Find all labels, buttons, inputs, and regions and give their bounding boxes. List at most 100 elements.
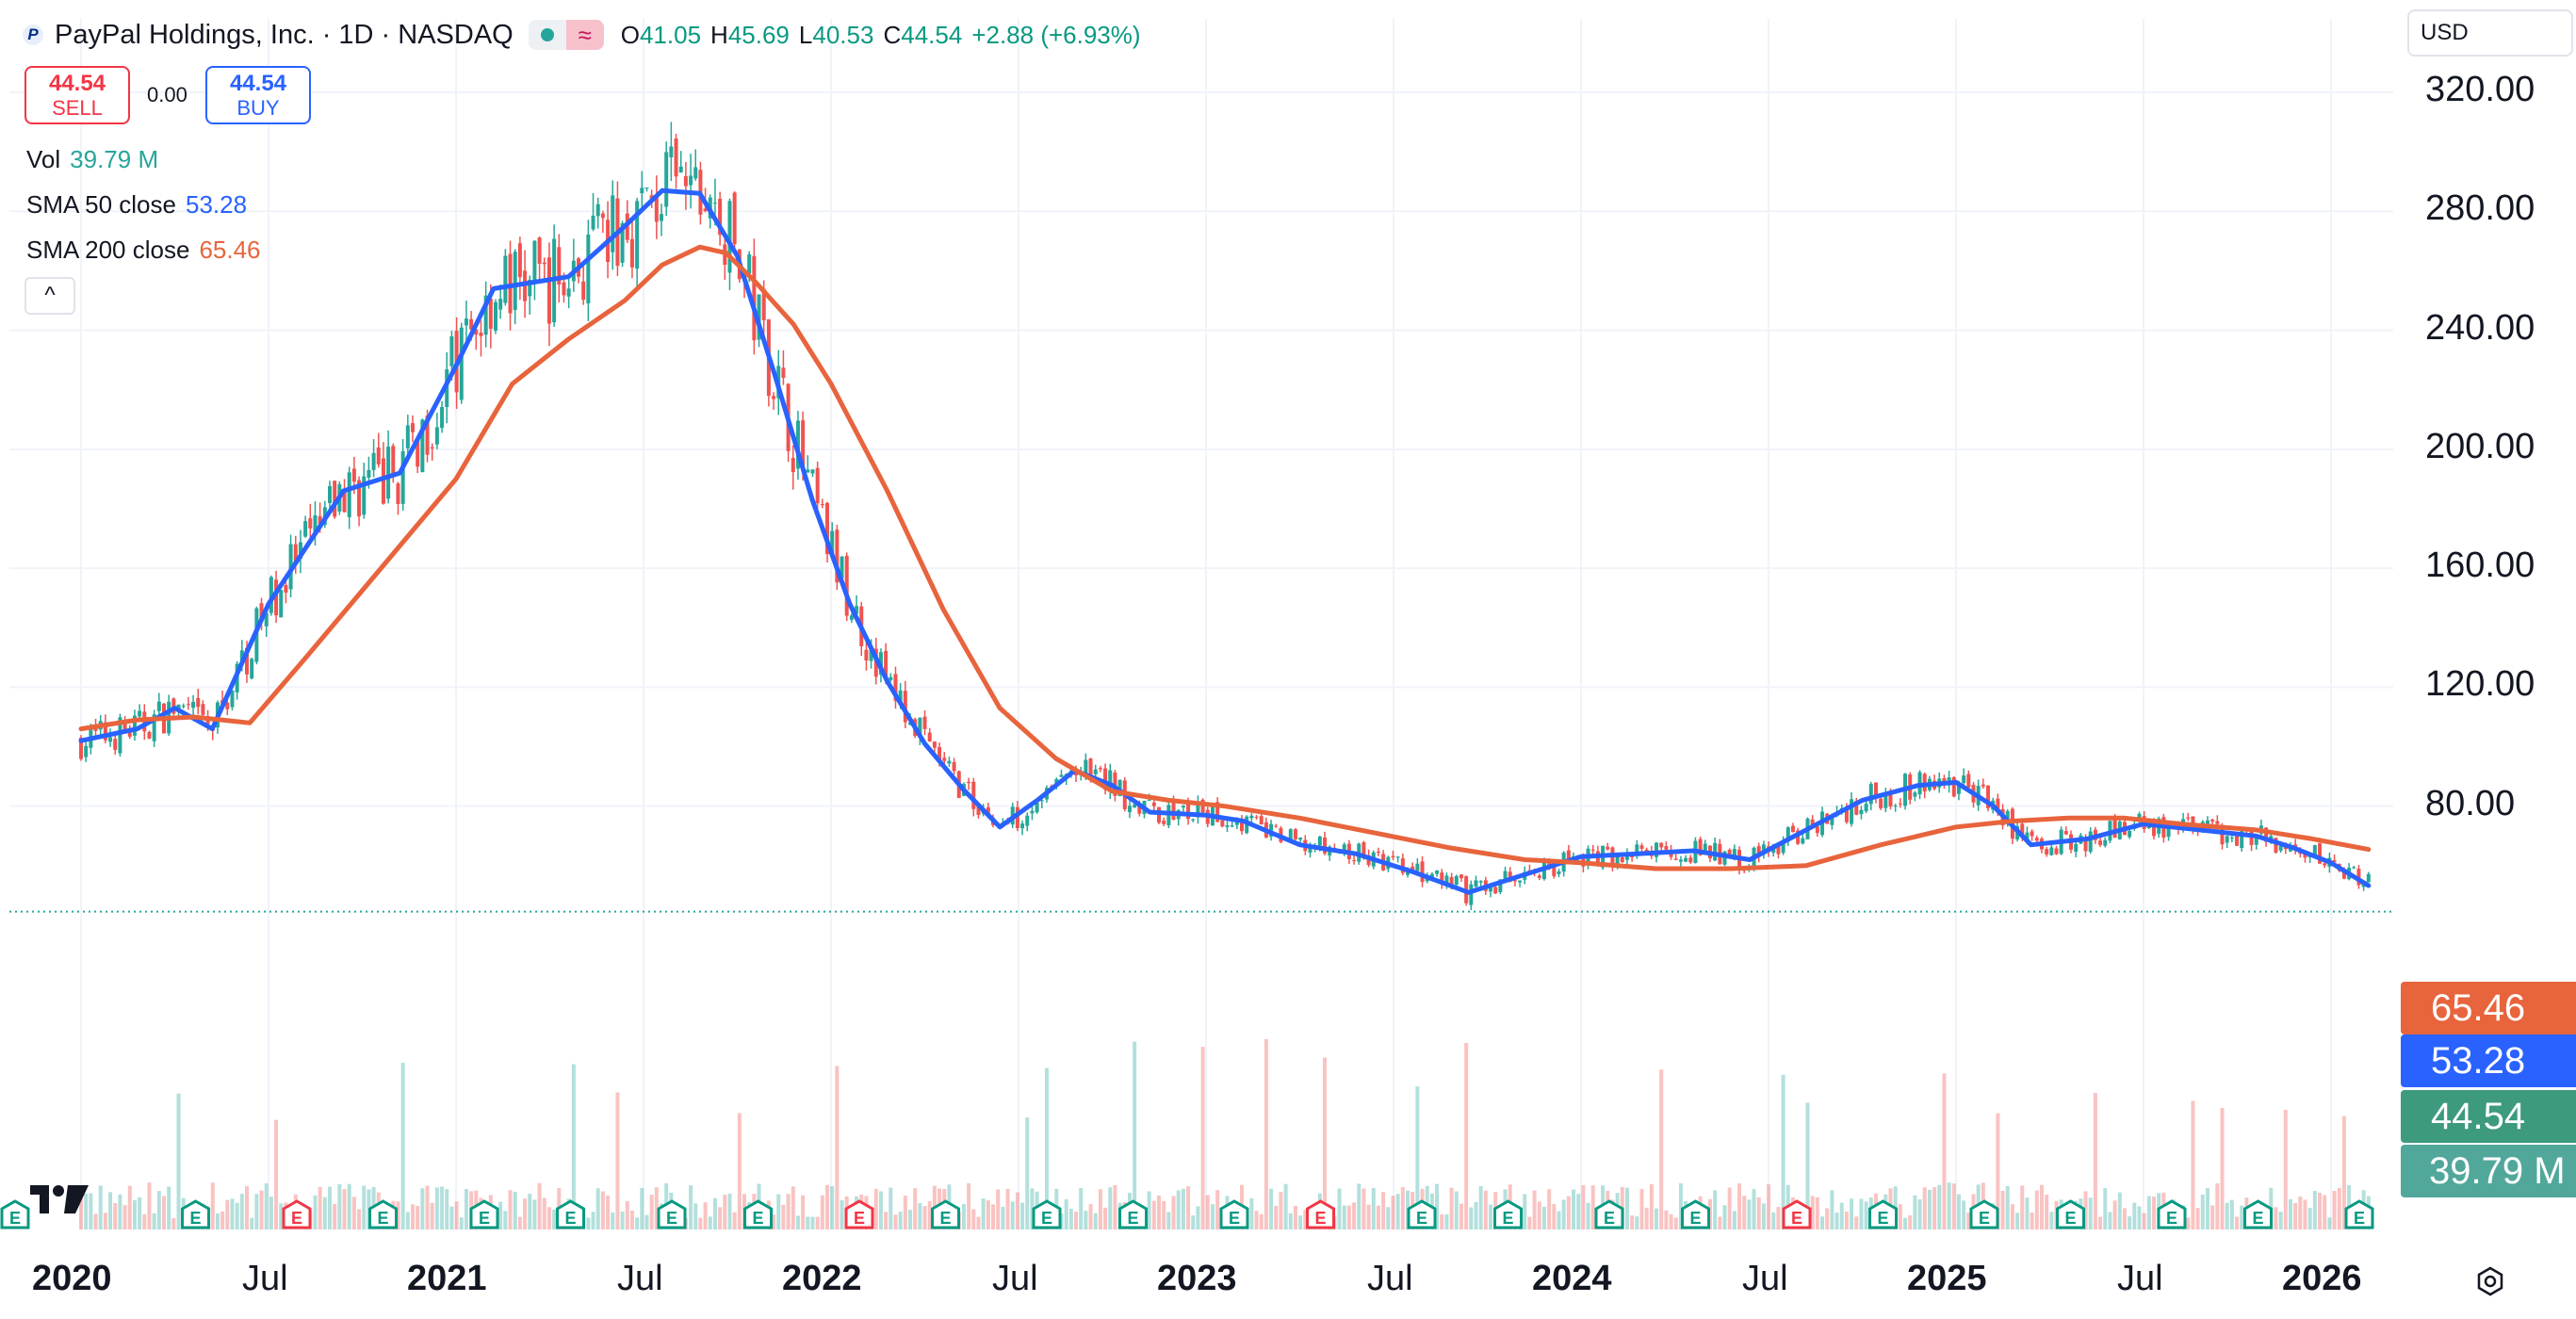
earnings-marker-icon[interactable]: E	[1120, 1201, 1147, 1228]
tradingview-logo-icon[interactable]	[30, 1185, 89, 1217]
candle	[586, 220, 590, 321]
volume-bar	[709, 1216, 712, 1229]
candle	[1679, 856, 1683, 867]
legend-sma200[interactable]: SMA 200 close 65.46	[26, 236, 261, 265]
candle	[596, 198, 600, 229]
volume-bar	[971, 1209, 975, 1229]
earnings-marker-icon[interactable]: E	[2346, 1201, 2372, 1228]
currency-selector[interactable]: USD	[2407, 9, 2573, 57]
candle	[660, 204, 663, 236]
candle	[1030, 806, 1034, 821]
candle	[1231, 821, 1234, 827]
ohlc-low: L40.53	[799, 21, 874, 50]
earnings-marker-icon[interactable]: E	[370, 1201, 397, 1228]
earnings-marker-icon[interactable]: E	[1034, 1201, 1060, 1228]
volume-bar	[2323, 1196, 2326, 1229]
candle	[1440, 869, 1443, 888]
volume-bar	[1294, 1206, 1297, 1229]
volume-bar	[2304, 1199, 2307, 1229]
volume-bar	[416, 1206, 419, 1229]
earnings-marker-icon[interactable]: E	[1308, 1201, 1334, 1228]
earnings-marker-icon[interactable]: E	[846, 1201, 872, 1228]
candle	[2367, 871, 2371, 882]
earnings-marker-icon[interactable]: E	[1596, 1201, 1622, 1228]
volume-bar	[118, 1195, 122, 1229]
market-status-pill[interactable]: ≈	[529, 20, 604, 50]
price-tick-label: 200.00	[2425, 427, 2535, 467]
volume-bar	[1001, 1207, 1004, 1229]
candle	[532, 240, 536, 301]
earnings-marker-icon[interactable]: E	[1409, 1201, 1435, 1228]
candle	[967, 778, 970, 790]
candle	[503, 249, 507, 305]
volume-bar	[1079, 1188, 1083, 1229]
volume-bar	[1343, 1205, 1346, 1229]
volume-bar	[1557, 1212, 1560, 1229]
volume-bar	[426, 1185, 430, 1229]
svg-text:E: E	[565, 1209, 577, 1228]
volume-bar	[1338, 1189, 1342, 1229]
svg-text:E: E	[291, 1209, 302, 1228]
buy-button[interactable]: 44.54 BUY	[205, 66, 311, 124]
earnings-marker-icon[interactable]: E	[1784, 1201, 1810, 1228]
chart-settings-icon[interactable]	[2474, 1265, 2506, 1297]
earnings-marker-icon[interactable]: E	[745, 1201, 772, 1228]
volume-bar	[523, 1198, 527, 1229]
svg-text:E: E	[1878, 1209, 1889, 1228]
earnings-marker-icon[interactable]: E	[2245, 1201, 2272, 1228]
volume-bar	[1674, 1217, 1678, 1229]
candle	[1459, 874, 1463, 882]
candle	[2210, 819, 2214, 824]
volume-bar	[230, 1198, 234, 1229]
candle	[572, 239, 576, 292]
volume-bar	[1830, 1190, 1834, 1229]
earnings-marker-icon[interactable]: E	[1495, 1201, 1522, 1228]
volume-bar	[2143, 1213, 2146, 1229]
collapse-legend-button[interactable]: ^	[24, 277, 75, 315]
volume-bar	[420, 1188, 424, 1229]
symbol-title[interactable]: PayPal Holdings, Inc. · 1D · NASDAQ	[55, 20, 514, 51]
candle	[435, 413, 439, 449]
volume-bar	[2284, 1110, 2288, 1229]
volume-bar	[2045, 1195, 2048, 1229]
candle	[630, 219, 634, 278]
volume-bar	[2201, 1195, 2205, 1229]
earnings-marker-icon[interactable]: E	[558, 1201, 584, 1228]
earnings-marker-icon[interactable]: E	[1221, 1201, 1247, 1228]
earnings-marker-icon[interactable]: E	[2159, 1201, 2185, 1228]
earnings-marker-icon[interactable]: E	[659, 1201, 685, 1228]
sell-button[interactable]: 44.54 SELL	[24, 66, 130, 124]
earnings-marker-icon[interactable]: E	[2058, 1201, 2084, 1228]
legend-volume[interactable]: Vol 39.79 M	[26, 145, 158, 174]
candle	[386, 431, 390, 503]
volume-bar	[313, 1196, 317, 1229]
earnings-marker-icon[interactable]: E	[933, 1201, 959, 1228]
volume-bar	[1625, 1188, 1629, 1229]
volume-bars	[79, 1039, 2371, 1229]
earnings-marker-icon[interactable]: E	[183, 1201, 209, 1228]
earnings-marker-icon[interactable]: E	[471, 1201, 497, 1228]
earnings-marker-icon[interactable]: E	[1683, 1201, 1709, 1228]
earnings-marker-icon[interactable]: E	[2, 1201, 28, 1228]
volume-bar	[1782, 1075, 1785, 1229]
volume-bar	[99, 1185, 103, 1229]
volume-bar	[1166, 1213, 1170, 1229]
candle	[1020, 821, 1024, 836]
volume-bar	[2230, 1200, 2234, 1229]
earnings-marker-icon[interactable]: E	[1870, 1201, 1897, 1228]
volume-bar	[1255, 1211, 1259, 1229]
volume-bar	[1113, 1185, 1117, 1229]
volume-bar	[908, 1210, 912, 1229]
earnings-marker-icon[interactable]: E	[1971, 1201, 1997, 1228]
volume-bar	[435, 1187, 439, 1229]
volume-bar	[2020, 1185, 2024, 1229]
candle	[953, 757, 956, 774]
earnings-marker-icon[interactable]: E	[284, 1201, 310, 1228]
volume-bar	[967, 1183, 970, 1229]
candle	[1518, 880, 1522, 887]
legend-sma50[interactable]: SMA 50 close 53.28	[26, 190, 247, 220]
candle	[1182, 805, 1185, 812]
volume-bar	[1249, 1198, 1253, 1229]
